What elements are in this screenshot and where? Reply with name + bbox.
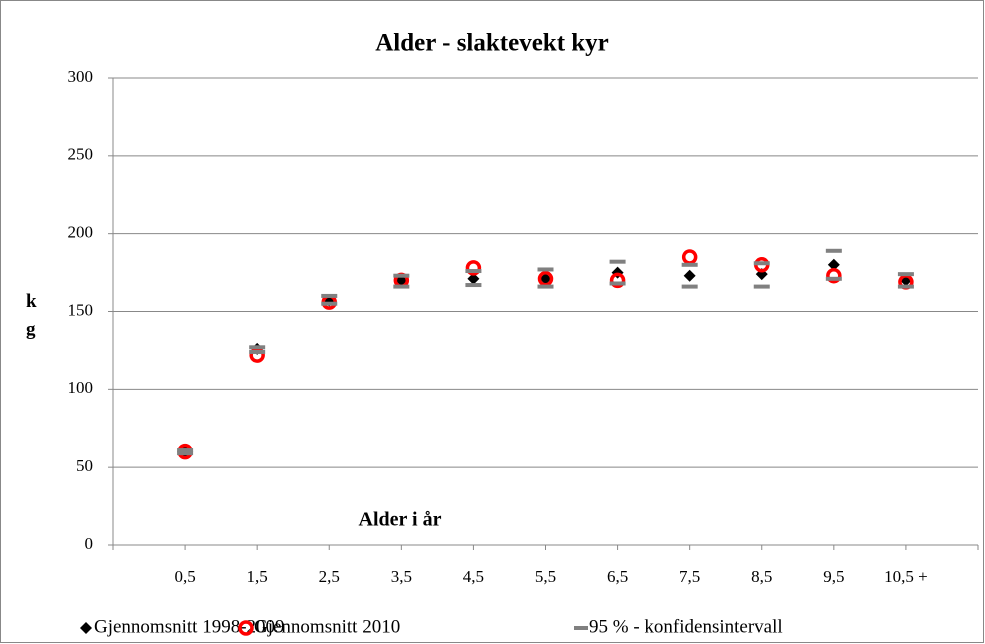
y-tick-label: 200 [68, 223, 94, 242]
dash-marker [393, 273, 410, 278]
dash-marker [537, 284, 554, 289]
circle-marker [609, 272, 626, 289]
dash-marker [393, 284, 410, 289]
circle-marker [465, 260, 482, 276]
dash-marker [753, 261, 770, 266]
x-tick-label: 8,5 [751, 567, 772, 586]
x-tick-label: 10,5 + [884, 567, 928, 586]
dash-marker [681, 284, 698, 289]
y-tick-label: 150 [68, 300, 94, 319]
dash-marker [465, 269, 482, 274]
x-tick-label: 0,5 [174, 567, 195, 586]
circle-marker [826, 267, 842, 284]
x-tick-label: 9,5 [823, 567, 844, 586]
diamond-marker [827, 258, 840, 271]
diamond-marker [683, 269, 696, 282]
y-tick-label: 100 [68, 378, 94, 397]
dash-marker [177, 448, 194, 453]
chart-title: Alder - slaktevekt kyr [375, 30, 609, 57]
dash-marker [321, 293, 338, 298]
y-tick-label: 300 [68, 67, 94, 86]
dash-marker [753, 284, 770, 289]
dash-marker [897, 284, 914, 289]
legend-marker [80, 622, 92, 634]
x-tick-label: 7,5 [679, 567, 700, 586]
y-tick-label: 0 [85, 534, 94, 553]
x-tick-label: 6,5 [607, 567, 628, 586]
dash-marker [177, 451, 194, 456]
x-tick-label: 3,5 [391, 567, 412, 586]
diamond-marker [467, 272, 480, 285]
y-tick-label: 250 [68, 145, 94, 164]
diamond-marker [539, 272, 552, 285]
legend-label: 95 % - konfidensintervall [589, 616, 783, 637]
y-axis-label: kg [26, 291, 37, 340]
dash-marker [825, 276, 842, 281]
legend-label: Gjennomsnitt 1998-2009 [94, 616, 285, 637]
dash-marker [465, 283, 482, 288]
legend-label: Gjennomsnitt 2010 [254, 616, 400, 637]
x-tick-label: 4,5 [463, 567, 484, 586]
dash-marker [609, 259, 626, 264]
dash-marker [537, 267, 554, 272]
x-axis-label: Alder i år [359, 509, 442, 531]
dash-marker [825, 248, 842, 253]
y-tick-label: 50 [76, 456, 93, 475]
dash-marker [897, 272, 914, 277]
x-tick-label: 2,5 [319, 567, 340, 586]
x-tick-label: 5,5 [535, 567, 556, 586]
dash-marker [681, 262, 698, 267]
x-tick-label: 1,5 [247, 567, 268, 586]
dash-marker [249, 345, 266, 350]
dash-marker [249, 349, 266, 354]
dash-marker [321, 301, 338, 306]
dash-marker [609, 281, 626, 286]
legend-marker [238, 620, 254, 636]
legend-marker [574, 626, 588, 630]
